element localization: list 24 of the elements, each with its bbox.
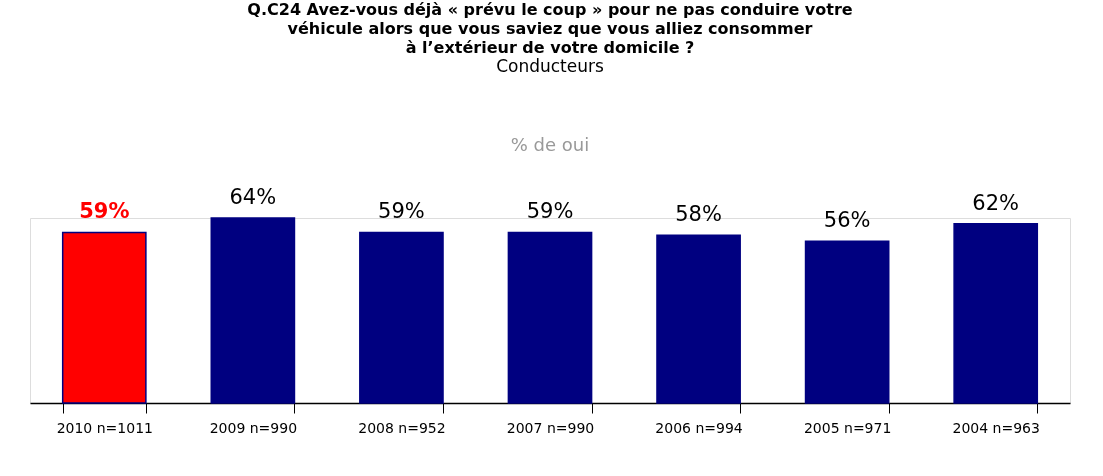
x-tick-label: 2010 n=1011 [56, 419, 153, 436]
x-tick-label: 2007 n=990 [506, 419, 595, 436]
bar [507, 231, 593, 404]
chart-title: Q.C24 Avez-vous déjà « prévu le coup » pour ne pas conduire votre véhicule alors que vous saviez que vous alliez consommer à l’extérieur de votre domicile ? [247, 0, 853, 57]
text: % de oui [510, 134, 590, 155]
data-label: 58% [675, 202, 722, 227]
x-tick-label: 2008 n=952 [358, 419, 446, 436]
data-label: 59% [378, 199, 425, 224]
x-tick-label: 2004 n=963 [952, 419, 1040, 436]
data-label: 59% [79, 199, 130, 224]
data-label: 59% [526, 199, 574, 224]
data-label: 64% [229, 185, 277, 209]
bar [804, 240, 890, 404]
chart-subtitle: Conducteurs [496, 56, 604, 76]
data-label: 56% [823, 208, 871, 233]
x-tick-label: 2006 n=994 [655, 419, 743, 436]
data-label: 62% [972, 190, 1020, 215]
x-tick-label: 2009 n=990 [209, 419, 298, 436]
bar [359, 231, 444, 404]
bar [210, 217, 296, 404]
bar [953, 223, 1039, 404]
bar [656, 234, 741, 404]
x-tick-label: 2005 n=971 [803, 419, 892, 436]
bar [61, 231, 147, 404]
